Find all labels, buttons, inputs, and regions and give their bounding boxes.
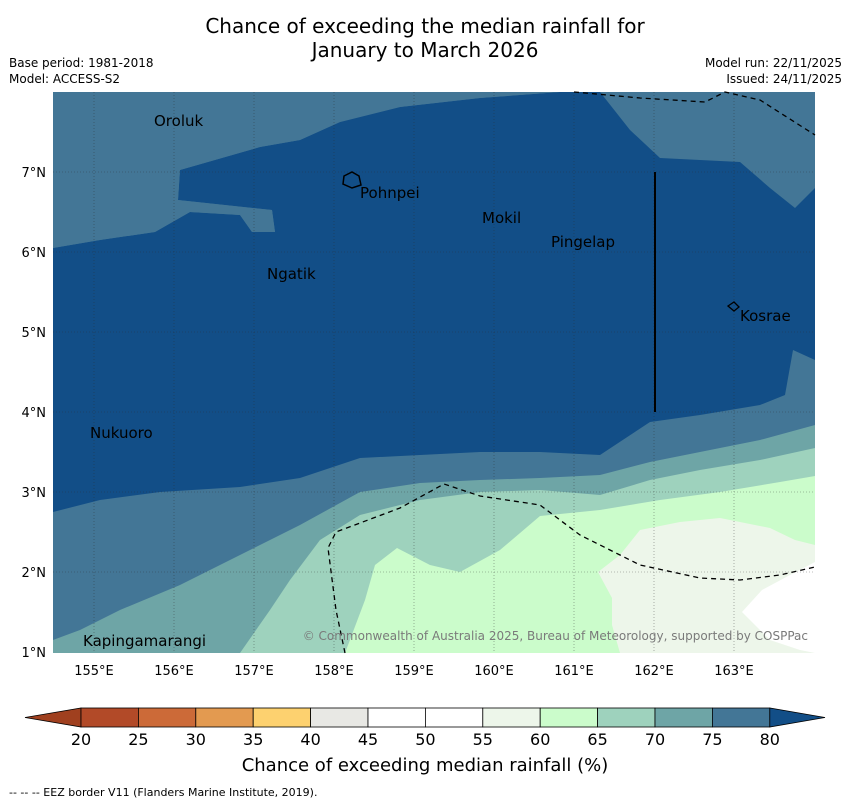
base-period: Base period: 1981-2018 [9, 56, 154, 70]
eez-border [327, 91, 816, 654]
colorbar-label: Chance of exceeding median rainfall (%) [241, 755, 609, 776]
colorbar-segment [310, 707, 369, 728]
place-label: Nukuoro [90, 424, 153, 442]
copyright-note: © Commonwealth of Australia 2025, Bureau… [303, 629, 808, 643]
lat-tick: 7°N [22, 166, 47, 181]
colorbar-segment [252, 707, 311, 728]
place-label: Kapingamarangi [83, 632, 206, 650]
lon-tick: 161°E [554, 664, 594, 679]
colorbar-segment [482, 707, 541, 728]
place-label: Mokil [482, 209, 521, 227]
place-label: Oroluk [154, 112, 203, 130]
colorbar-segment [712, 707, 771, 728]
band-80-plus [53, 92, 815, 512]
colorbar-tick: 80 [760, 730, 780, 749]
eez-footnote: -- -- -- EEZ border V11 (Flanders Marine… [9, 786, 318, 799]
colorbar: 20 25 30 35 40 45 50 55 60 65 70 75 80 [24, 707, 826, 749]
lat-tick: 5°N [22, 326, 47, 341]
colorbar-tick: 65 [587, 730, 607, 749]
colorbar-segment [195, 707, 254, 728]
colorbar-arrow-high [769, 707, 826, 728]
colorbar-tick: 25 [128, 730, 148, 749]
colorbar-tick: 20 [71, 730, 91, 749]
colorbar-tick: 55 [473, 730, 493, 749]
lon-tick: 160°E [474, 664, 514, 679]
place-label: Ngatik [267, 265, 316, 283]
colorbar-arrow-low [24, 707, 82, 728]
place-label: Pingelap [551, 233, 615, 251]
colorbar-tick: 75 [702, 730, 722, 749]
lon-tick: 163°E [714, 664, 754, 679]
kosrae-island-shape [726, 301, 740, 312]
model-name: Model: ACCESS-S2 [9, 72, 121, 86]
lat-tick: 4°N [22, 406, 47, 421]
lon-tick: 159°E [394, 664, 434, 679]
chart-title-line1: Chance of exceeding the median rainfall … [205, 14, 645, 38]
colorbar-segment [367, 707, 426, 728]
meta-right: Model run: 22/11/2025 Issued: 24/11/2025 [705, 55, 842, 87]
colorbar-tick: 45 [358, 730, 378, 749]
place-label: Kosrae [740, 307, 791, 325]
colorbar-tick: 30 [186, 730, 206, 749]
lon-tick: 158°E [314, 664, 354, 679]
issued-date: Issued: 24/11/2025 [726, 72, 842, 86]
colorbar-segment [424, 707, 484, 728]
colorbar-segment [539, 707, 599, 728]
colorbar-segment [654, 707, 713, 728]
band-oroluk-corner [53, 92, 560, 248]
band-50-55 [742, 562, 815, 653]
colorbar-segment [80, 707, 139, 728]
place-label: Pohnpei [360, 184, 420, 202]
meta-left: Base period: 1981-2018 Model: ACCESS-S2 [9, 55, 154, 87]
lon-tick: 156°E [154, 664, 194, 679]
colorbar-segment [137, 707, 197, 728]
colorbar-tick: 70 [645, 730, 665, 749]
lat-tick: 1°N [22, 646, 47, 661]
model-run: Model run: 22/11/2025 [704, 56, 842, 70]
lon-tick: 157°E [234, 664, 274, 679]
lon-tick: 162°E [634, 664, 674, 679]
chart-title-line2: January to March 2026 [311, 38, 539, 62]
lat-tick: 2°N [22, 566, 47, 581]
colorbar-tick: 60 [530, 730, 550, 749]
colorbar-segment [597, 707, 656, 728]
lat-tick: 3°N [22, 486, 47, 501]
lon-tick: 155°E [74, 664, 114, 679]
lat-tick: 6°N [22, 246, 47, 261]
probability-fill [53, 92, 815, 653]
colorbar-tick: 40 [300, 730, 320, 749]
colorbar-tick: 35 [243, 730, 263, 749]
pohnpei-island-shape [342, 171, 362, 189]
colorbar-tick: 50 [415, 730, 435, 749]
